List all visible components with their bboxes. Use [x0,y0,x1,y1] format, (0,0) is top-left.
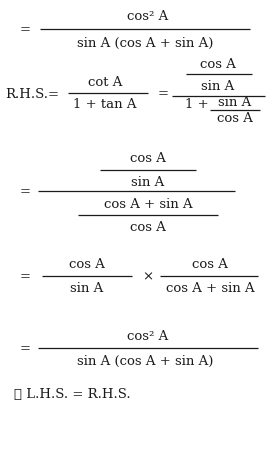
Text: cot A: cot A [88,76,122,89]
Text: =: = [20,270,31,283]
Text: =: = [20,342,31,355]
Text: 1 +: 1 + [185,97,209,110]
Text: =: = [20,185,31,198]
Text: sin A (cos A + sin A): sin A (cos A + sin A) [77,354,213,367]
Text: sin A: sin A [201,79,235,92]
Text: cos A: cos A [217,112,253,125]
Text: cos A + sin A: cos A + sin A [104,197,192,210]
Text: ∴ L.H.S. = R.H.S.: ∴ L.H.S. = R.H.S. [14,387,131,401]
Text: cos A + sin A: cos A + sin A [166,282,254,295]
Text: sin A (cos A + sin A): sin A (cos A + sin A) [77,37,213,50]
Text: =: = [158,87,169,100]
Text: cos A: cos A [130,221,166,234]
Text: cos A: cos A [192,258,228,271]
Text: cos A: cos A [130,152,166,165]
Text: sin A: sin A [70,282,104,295]
Text: R.H.S.=: R.H.S.= [5,87,59,100]
Text: cos A: cos A [69,258,105,271]
Text: sin A: sin A [218,96,252,109]
Text: cos² A: cos² A [127,330,169,343]
Text: cos² A: cos² A [127,10,169,23]
Text: sin A: sin A [131,176,165,189]
Text: =: = [20,23,31,37]
Text: cos A: cos A [200,58,236,70]
Text: ×: × [142,270,153,283]
Text: 1 + tan A: 1 + tan A [73,98,137,111]
